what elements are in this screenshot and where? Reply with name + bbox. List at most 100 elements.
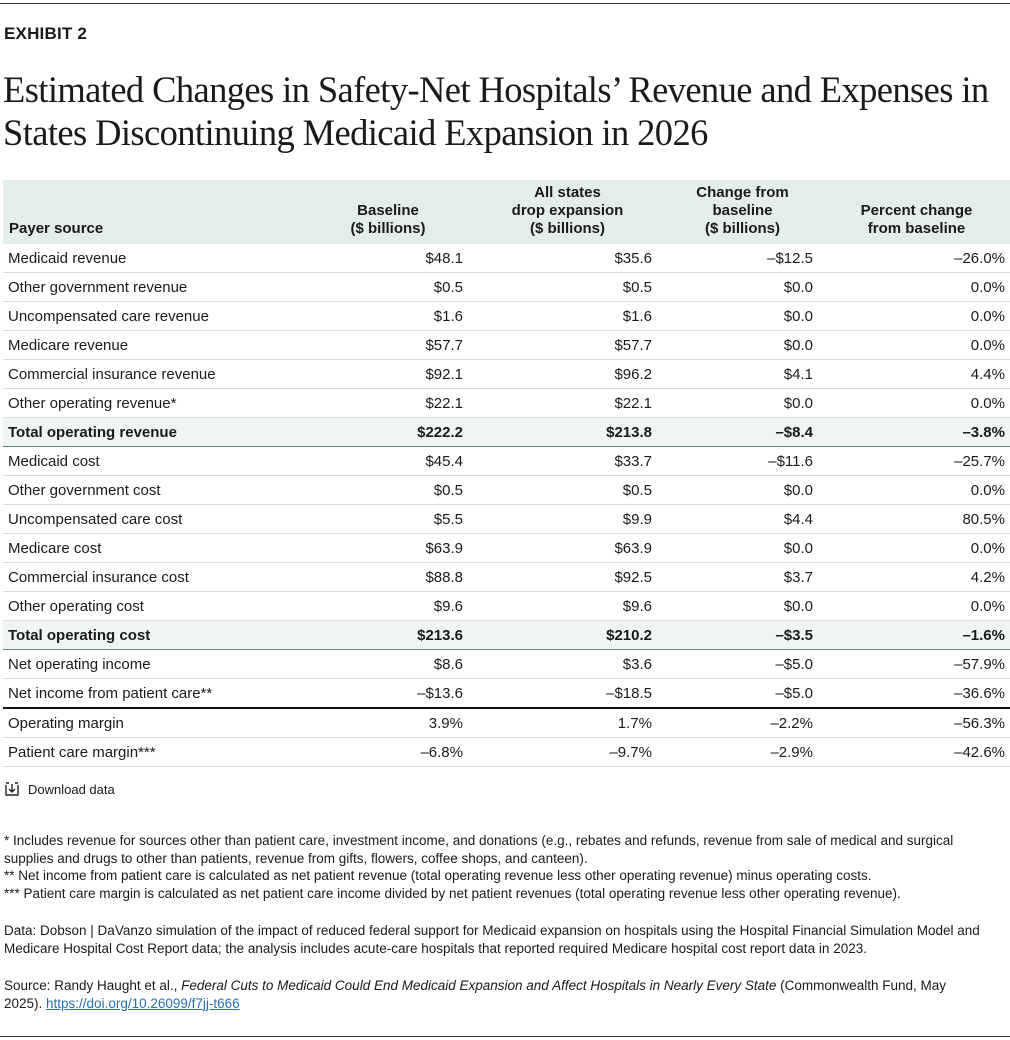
cell: –42.6% (823, 737, 1010, 767)
cell: –$5.0 (662, 649, 823, 679)
cell: –$13.6 (303, 678, 473, 709)
cell: –57.9% (823, 649, 1010, 679)
cell: –$11.6 (662, 446, 823, 476)
cell: 0.0% (823, 388, 1010, 418)
table-row: Commercial insurance cost $88.8 $92.5 $3.7 4… (3, 562, 1010, 592)
cell: –25.7% (823, 446, 1010, 476)
table-row: Uncompensated care revenue $1.6 $1.6 $0.0 0.… (3, 301, 1010, 331)
row-label: Medicaid revenue (3, 244, 303, 273)
header-line: Baseline (357, 202, 419, 219)
cell: –2.9% (662, 737, 823, 767)
cell: –56.3% (823, 707, 1010, 738)
row-label: Commercial insurance revenue (3, 359, 303, 389)
column-header: Percent change from baseline (823, 180, 1010, 244)
cell: $63.9 (303, 533, 473, 563)
row-label: Other operating revenue* (3, 388, 303, 418)
header-line: from baseline (867, 220, 966, 237)
row-label: Medicare revenue (3, 330, 303, 360)
header-line: ($ billions) (705, 220, 780, 237)
cell: –2.2% (662, 707, 823, 738)
doi-link[interactable]: https://doi.org/10.26099/f7jj-t666 (46, 995, 240, 1011)
cell: $210.2 (473, 620, 662, 650)
cell: $63.9 (473, 533, 662, 563)
cell: $0.5 (473, 475, 662, 505)
cell: $0.5 (303, 475, 473, 505)
row-label: Other operating cost (3, 591, 303, 621)
column-header: Baseline ($ billions) (303, 180, 473, 244)
header-row: Payer source Baseline ($ billions) All stat… (3, 180, 1010, 244)
cell: $22.1 (473, 388, 662, 418)
cell: $57.7 (473, 330, 662, 360)
download-label[interactable]: Download data (28, 781, 115, 797)
cell: $92.1 (303, 359, 473, 389)
row-label: Other government revenue (3, 272, 303, 302)
cell: $0.0 (662, 533, 823, 563)
cell: –9.7% (473, 737, 662, 767)
cell: –$8.4 (662, 417, 823, 447)
cell: 0.0% (823, 330, 1010, 360)
header-line: All states (534, 184, 601, 201)
table-row: Total operating cost $213.6 $210.2 –$3.5 –1.… (3, 620, 1010, 650)
cell: $0.0 (662, 330, 823, 360)
cell: –$12.5 (662, 244, 823, 273)
top-rule (0, 3, 1010, 4)
cell: $0.5 (473, 272, 662, 302)
table-row: Medicaid revenue $48.1 $35.6 –$12.5 –26.0% (3, 244, 1010, 273)
cell: 4.2% (823, 562, 1010, 592)
cell: $1.6 (473, 301, 662, 331)
cell: 0.0% (823, 272, 1010, 302)
table-row: Uncompensated care cost $5.5 $9.9 $4.4 80.5% (3, 504, 1010, 534)
bottom-rule (0, 1036, 1010, 1037)
cell: 0.0% (823, 301, 1010, 331)
header-line: baseline (712, 202, 773, 219)
cell: $0.0 (662, 475, 823, 505)
cell: $213.6 (303, 620, 473, 650)
header-line: drop expansion (511, 202, 624, 219)
cell: $0.0 (662, 388, 823, 418)
cell: –3.8% (823, 417, 1010, 447)
table-row: Other operating revenue* $22.1 $22.1 $0.0 0.… (3, 388, 1010, 418)
cell: $4.1 (662, 359, 823, 389)
table-row: Net income from patient care** –$13.6 –$18… (3, 678, 1010, 709)
cell: 0.0% (823, 475, 1010, 505)
cell: $9.9 (473, 504, 662, 534)
row-label: Medicaid cost (3, 446, 303, 476)
cell: $9.6 (473, 591, 662, 621)
cell: 1.7% (473, 707, 662, 738)
cell: –36.6% (823, 678, 1010, 709)
cell: $8.6 (303, 649, 473, 679)
header-line: Payer source (9, 220, 104, 237)
download-icon (5, 782, 19, 796)
row-label: Total operating revenue (3, 417, 303, 447)
cell: $5.5 (303, 504, 473, 534)
table-row: Other government cost $0.5 $0.5 $0.0 0.0% (3, 475, 1010, 505)
table-row: Other government revenue $0.5 $0.5 $0.0 0.0% (3, 272, 1010, 302)
row-label: Other government cost (3, 475, 303, 505)
row-label: Uncompensated care cost (3, 504, 303, 534)
column-header: Payer source (3, 180, 303, 244)
row-label: Total operating cost (3, 620, 303, 650)
row-label: Uncompensated care revenue (3, 301, 303, 331)
cell: $96.2 (473, 359, 662, 389)
title: Estimated Changes in Safety-Net Hospital… (3, 69, 989, 153)
cell: $1.6 (303, 301, 473, 331)
footnote: *** Patient care margin is calculated as… (4, 885, 901, 901)
cell: –$5.0 (662, 678, 823, 709)
cell: 4.4% (823, 359, 1010, 389)
cell: $3.6 (473, 649, 662, 679)
download-button[interactable]: Download data (4, 781, 115, 797)
table-row: Operating margin 3.9% 1.7% –2.2% –56.3% (3, 707, 1010, 738)
cell: $35.6 (473, 244, 662, 273)
header-line: Change from (696, 184, 789, 201)
table-row: Other operating cost $9.6 $9.6 $0.0 0.0% (3, 591, 1010, 621)
table-row: Medicaid cost $45.4 $33.7 –$11.6 –25.7% (3, 446, 1010, 476)
table-row: Net operating income $8.6 $3.6 –$5.0 –57.9% (3, 649, 1010, 679)
row-label: Medicare cost (3, 533, 303, 563)
source-prefix: Source: Randy Haught et al., (4, 978, 182, 993)
data-table: Payer source Baseline ($ billions) All stat… (3, 180, 1010, 767)
cell: $88.8 (303, 562, 473, 592)
cell: $222.2 (303, 417, 473, 447)
header-line: ($ billions) (350, 220, 426, 237)
exhibit-label: EXHIBIT 2 (4, 24, 88, 43)
